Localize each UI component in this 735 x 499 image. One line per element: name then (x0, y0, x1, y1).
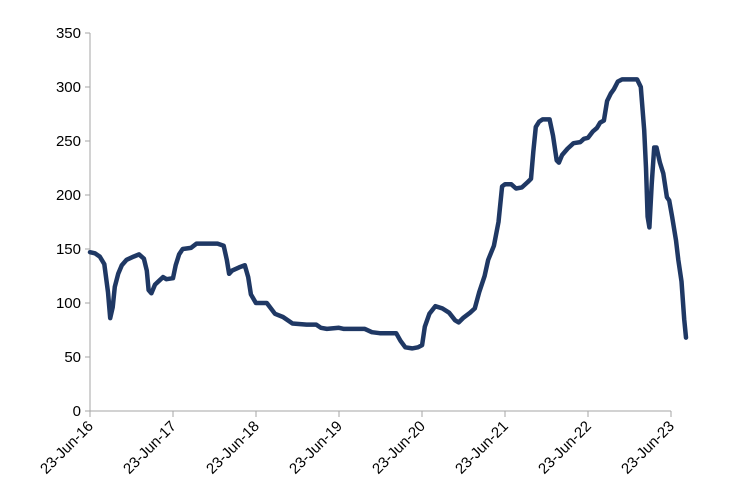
y-tick-label: 200 (56, 187, 81, 204)
y-tick-label: 300 (56, 79, 81, 96)
x-tick-label: 23-Jun-22 (535, 418, 595, 478)
x-tick-label: 23-Jun-17 (120, 418, 180, 478)
series-layer (87, 77, 689, 351)
y-tick-label: 150 (56, 241, 81, 258)
series-line-0 (87, 77, 689, 351)
y-tick-label: 50 (64, 349, 81, 366)
y-axis: 0 50 100 150 200 250 300 350 (56, 25, 91, 420)
x-tick-label: 23-Jun-21 (452, 418, 512, 478)
x-tick-label: 23-Jun-20 (369, 418, 429, 478)
x-axis: 23-Jun-16 23-Jun-17 23-Jun-18 23-Jun-19 23-J… (37, 410, 678, 478)
x-tick-label: 23-Jun-18 (203, 418, 263, 478)
x-tick-label: 23-Jun-23 (618, 418, 678, 478)
y-tick-label: 250 (56, 133, 81, 150)
x-tick-label: 23-Jun-16 (37, 418, 97, 478)
y-tick-label: 0 (73, 403, 81, 420)
y-tick-label: 100 (56, 295, 81, 312)
x-tick-label: 23-Jun-19 (286, 418, 346, 478)
y-tick-label: 350 (56, 25, 81, 42)
